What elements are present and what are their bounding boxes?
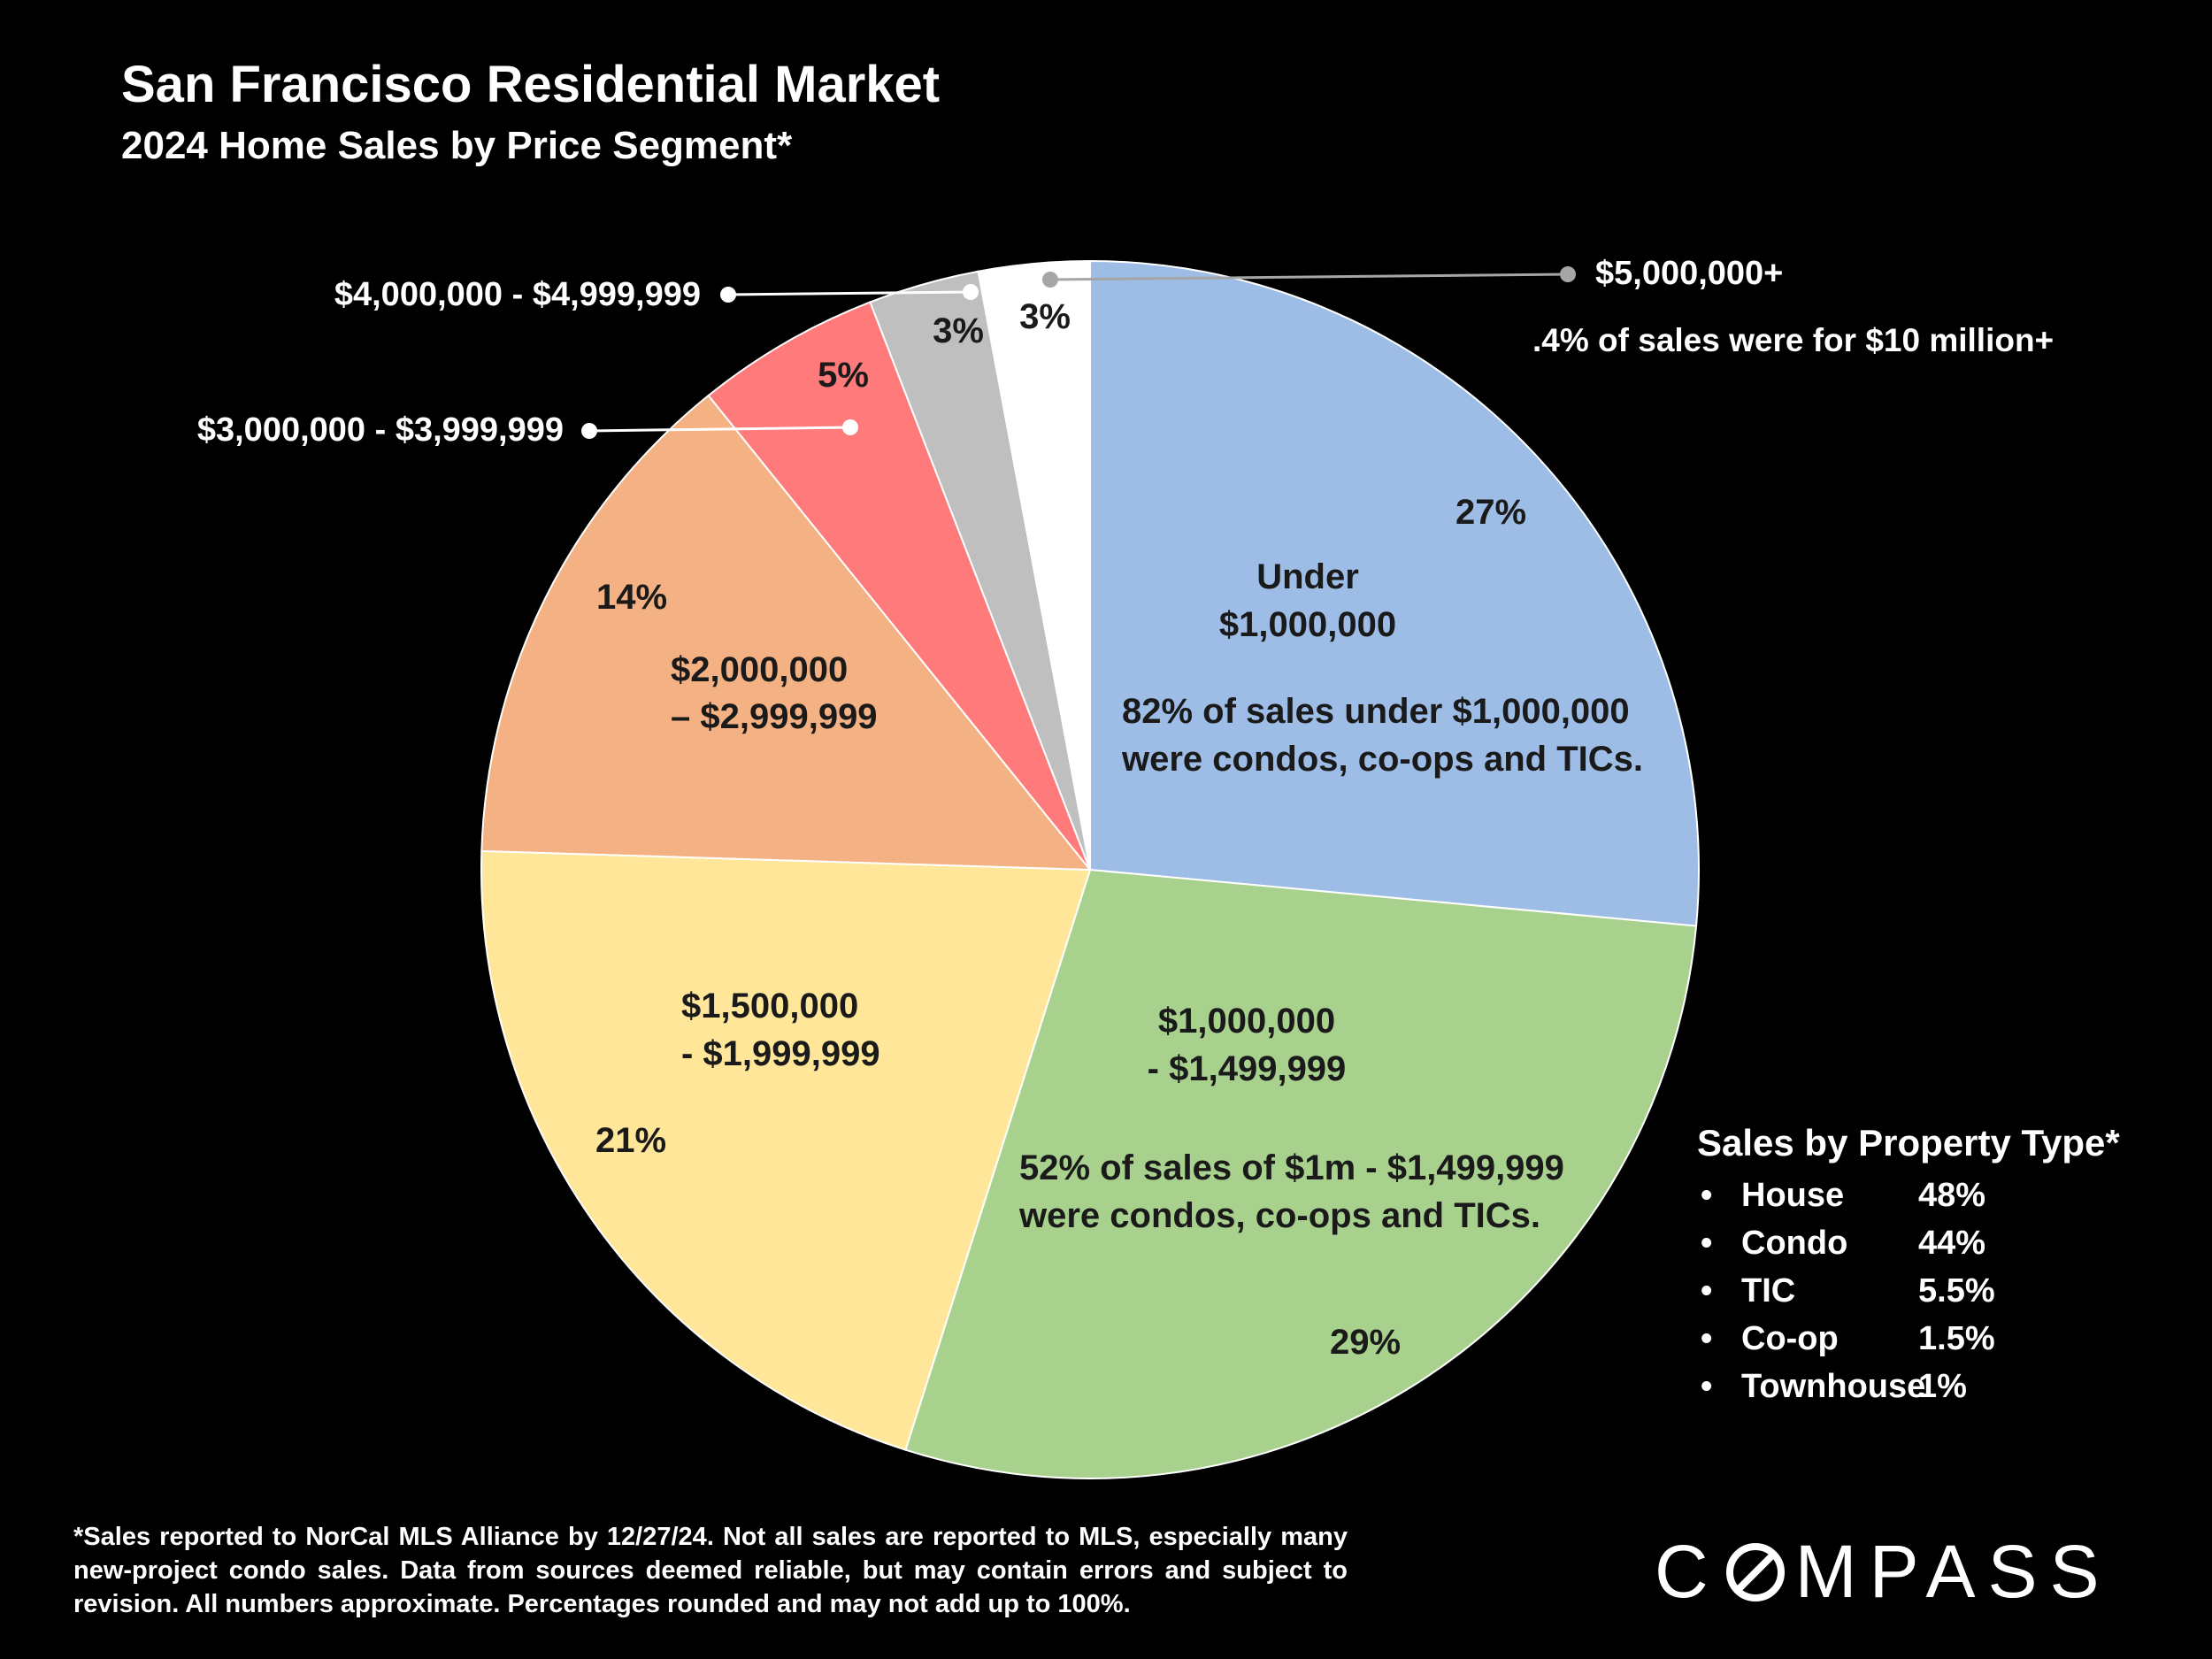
slice-value-label: 3% (1019, 297, 1071, 336)
pie-slices (480, 259, 1701, 1479)
legend-item-name: Co-op (1741, 1320, 1839, 1357)
logo-text-start: C (1655, 1530, 1721, 1613)
leader-lines (581, 266, 1576, 439)
slice-5m-plus (977, 259, 1091, 871)
slice-annotation: 82% of sales under $1,000,000 (1122, 692, 1630, 731)
slice-category-label: $2,000,000 (671, 650, 848, 689)
slice-category-label: - $1,999,999 (681, 1034, 880, 1073)
leader-dot (963, 284, 979, 300)
compass-logo: C MPASS (1655, 1529, 2112, 1615)
bullet-icon: • (1701, 1272, 1713, 1310)
slice-category-label: $1,500,000 (681, 987, 858, 1025)
slice-category-label: $1,000,000 (1158, 1002, 1335, 1041)
leader-line-5m-plus (1049, 273, 1569, 281)
leader-line-3m-4m (588, 426, 851, 433)
bullet-icon: • (1701, 1225, 1713, 1262)
slice-labels: 27% Under $1,000,000 82% of sales under $1,… (197, 255, 2054, 1362)
legend-item-townhouse: • Townhouse 1% (1697, 1363, 2120, 1410)
legend-item-name: House (1741, 1177, 1845, 1214)
legend-item-name: Townhouse (1741, 1368, 1926, 1405)
outside-annotation: .4% of sales were for $10 million+ (1532, 322, 2054, 358)
slice-1m-1.5m (904, 868, 1698, 1479)
legend-item-house: • House 48% (1697, 1171, 2120, 1219)
legend-item-value: 1.5% (1918, 1320, 1995, 1357)
leader-dot (1560, 266, 1576, 282)
slice-value-label: 5% (818, 356, 869, 395)
bullet-icon: • (1701, 1368, 1713, 1405)
slice-annotation: 52% of sales of $1m - $1,499,999 (1019, 1148, 1564, 1187)
bullet-icon: • (1701, 1177, 1713, 1214)
legend-item-value: 44% (1918, 1225, 1986, 1262)
leader-dot (720, 287, 736, 303)
outside-category-label: $5,000,000+ (1595, 255, 1783, 292)
outside-category-label: $4,000,000 - $4,999,999 (334, 276, 701, 313)
legend-list: • House 48% • Condo 44% • TIC 5.5% • Co-… (1697, 1171, 2120, 1410)
footnote: *Sales reported to NorCal MLS Alliance b… (73, 1523, 1348, 1618)
legend-item-co-op: • Co-op 1.5% (1697, 1315, 2120, 1363)
legend-item-value: 1% (1918, 1368, 1967, 1405)
slice-3m-4m (707, 301, 1091, 871)
slice-under-1m (1089, 259, 1701, 927)
slice-annotation: were condos, co-ops and TICs. (1018, 1196, 1540, 1235)
chart-subtitle: 2024 Home Sales by Price Segment* (121, 124, 793, 167)
slice-category-label: – $2,999,999 (671, 697, 878, 736)
leader-dot (581, 423, 597, 439)
logo-text-end: MPASS (1794, 1530, 2112, 1613)
leader-dot (1042, 272, 1058, 288)
legend-item-condo: • Condo 44% (1697, 1219, 2120, 1267)
slice-category-label: - $1,499,999 (1148, 1049, 1347, 1088)
leader-dot (842, 419, 858, 435)
leader-line-4m-5m (727, 290, 972, 296)
legend-title: Sales by Property Type* (1697, 1122, 2120, 1164)
slice-value-label: 27% (1455, 493, 1526, 532)
slice-value-label: 14% (596, 578, 667, 617)
slice-value-label: 3% (933, 311, 984, 350)
slice-1.5m-2m (480, 849, 1092, 1451)
slice-category-label: $1,000,000 (1219, 605, 1396, 644)
slice-value-label: 21% (595, 1121, 666, 1160)
slice-2m-3m (480, 394, 1093, 872)
slice-annotation: were condos, co-ops and TICs. (1121, 740, 1643, 779)
legend-item-tic: • TIC 5.5% (1697, 1267, 2120, 1315)
legend-item-name: Condo (1741, 1225, 1848, 1262)
bullet-icon: • (1701, 1320, 1713, 1357)
outside-category-label: $3,000,000 - $3,999,999 (197, 411, 564, 449)
property-type-legend: Sales by Property Type* • House 48% • Co… (1697, 1122, 2120, 1410)
legend-item-name: TIC (1741, 1272, 1796, 1310)
legend-item-value: 5.5% (1918, 1272, 1995, 1310)
slice-value-label: 29% (1330, 1323, 1401, 1362)
chart-title: San Francisco Residential Market (121, 56, 941, 113)
legend-item-value: 48% (1918, 1177, 1986, 1214)
slice-category-label: Under (1256, 557, 1359, 596)
compass-o-icon (1725, 1542, 1785, 1601)
